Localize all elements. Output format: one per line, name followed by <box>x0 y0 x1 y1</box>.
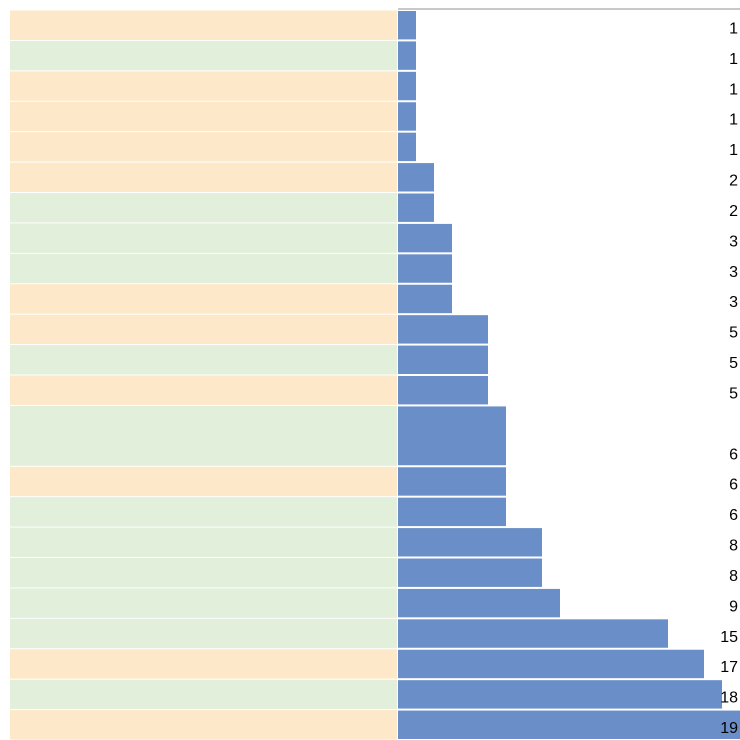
category-cell <box>10 405 397 466</box>
value-label: 8 <box>729 568 738 585</box>
category-cell <box>10 710 397 740</box>
bar <box>398 11 416 40</box>
value-label: 5 <box>729 355 738 372</box>
category-cell <box>10 345 397 375</box>
bar <box>398 710 740 739</box>
bar <box>398 132 416 162</box>
bar <box>398 345 488 374</box>
value-label: 6 <box>729 446 738 463</box>
bar <box>398 680 722 709</box>
category-cell <box>10 588 397 618</box>
bar <box>398 619 668 648</box>
value-label: 5 <box>729 325 738 342</box>
category-cell <box>10 558 397 588</box>
value-label: 3 <box>729 233 738 250</box>
value-label: 6 <box>729 477 738 494</box>
value-label: 6 <box>729 507 738 524</box>
bar <box>398 588 560 618</box>
value-label: 1 <box>729 20 738 37</box>
bar <box>398 193 434 222</box>
bar <box>398 558 542 587</box>
value-label: 17 <box>720 659 738 676</box>
value-label: 1 <box>729 81 738 98</box>
category-cell <box>10 527 397 557</box>
bar <box>398 223 452 253</box>
bar <box>398 41 416 70</box>
bar <box>398 102 416 131</box>
value-label: 5 <box>729 385 738 402</box>
bar <box>398 467 506 496</box>
bar <box>398 71 416 101</box>
value-label: 1 <box>729 51 738 68</box>
value-label: 3 <box>729 264 738 281</box>
value-label: 18 <box>720 690 738 707</box>
category-cell <box>10 618 397 649</box>
category-cell <box>10 375 397 405</box>
value-label: 1 <box>729 142 738 159</box>
category-cell <box>10 466 397 497</box>
category-cell <box>10 284 397 314</box>
category-cell <box>10 162 397 192</box>
category-cell <box>10 253 397 284</box>
category-cell <box>10 193 397 223</box>
category-cell <box>10 223 397 253</box>
category-cell <box>10 71 397 101</box>
bar <box>398 163 434 192</box>
bar <box>398 528 542 557</box>
value-label: 3 <box>729 294 738 311</box>
value-label: 2 <box>729 203 738 220</box>
bar <box>398 406 506 466</box>
bar <box>398 649 704 679</box>
value-label: 2 <box>729 173 738 190</box>
category-cell <box>10 314 397 345</box>
bar <box>398 376 488 405</box>
category-cell <box>10 132 397 162</box>
value-label: 1 <box>729 112 738 129</box>
bar <box>398 284 452 314</box>
category-cell <box>10 497 397 527</box>
category-cell <box>10 10 397 40</box>
bar <box>398 315 488 344</box>
category-cell <box>10 40 397 71</box>
bar <box>398 254 452 283</box>
value-label: 19 <box>720 720 738 737</box>
value-label: 9 <box>729 598 738 615</box>
category-cell <box>10 101 397 132</box>
category-cell <box>10 649 397 679</box>
category-cell <box>10 679 397 710</box>
value-label: 8 <box>729 538 738 555</box>
bar <box>398 497 506 527</box>
value-label: 15 <box>720 629 738 646</box>
